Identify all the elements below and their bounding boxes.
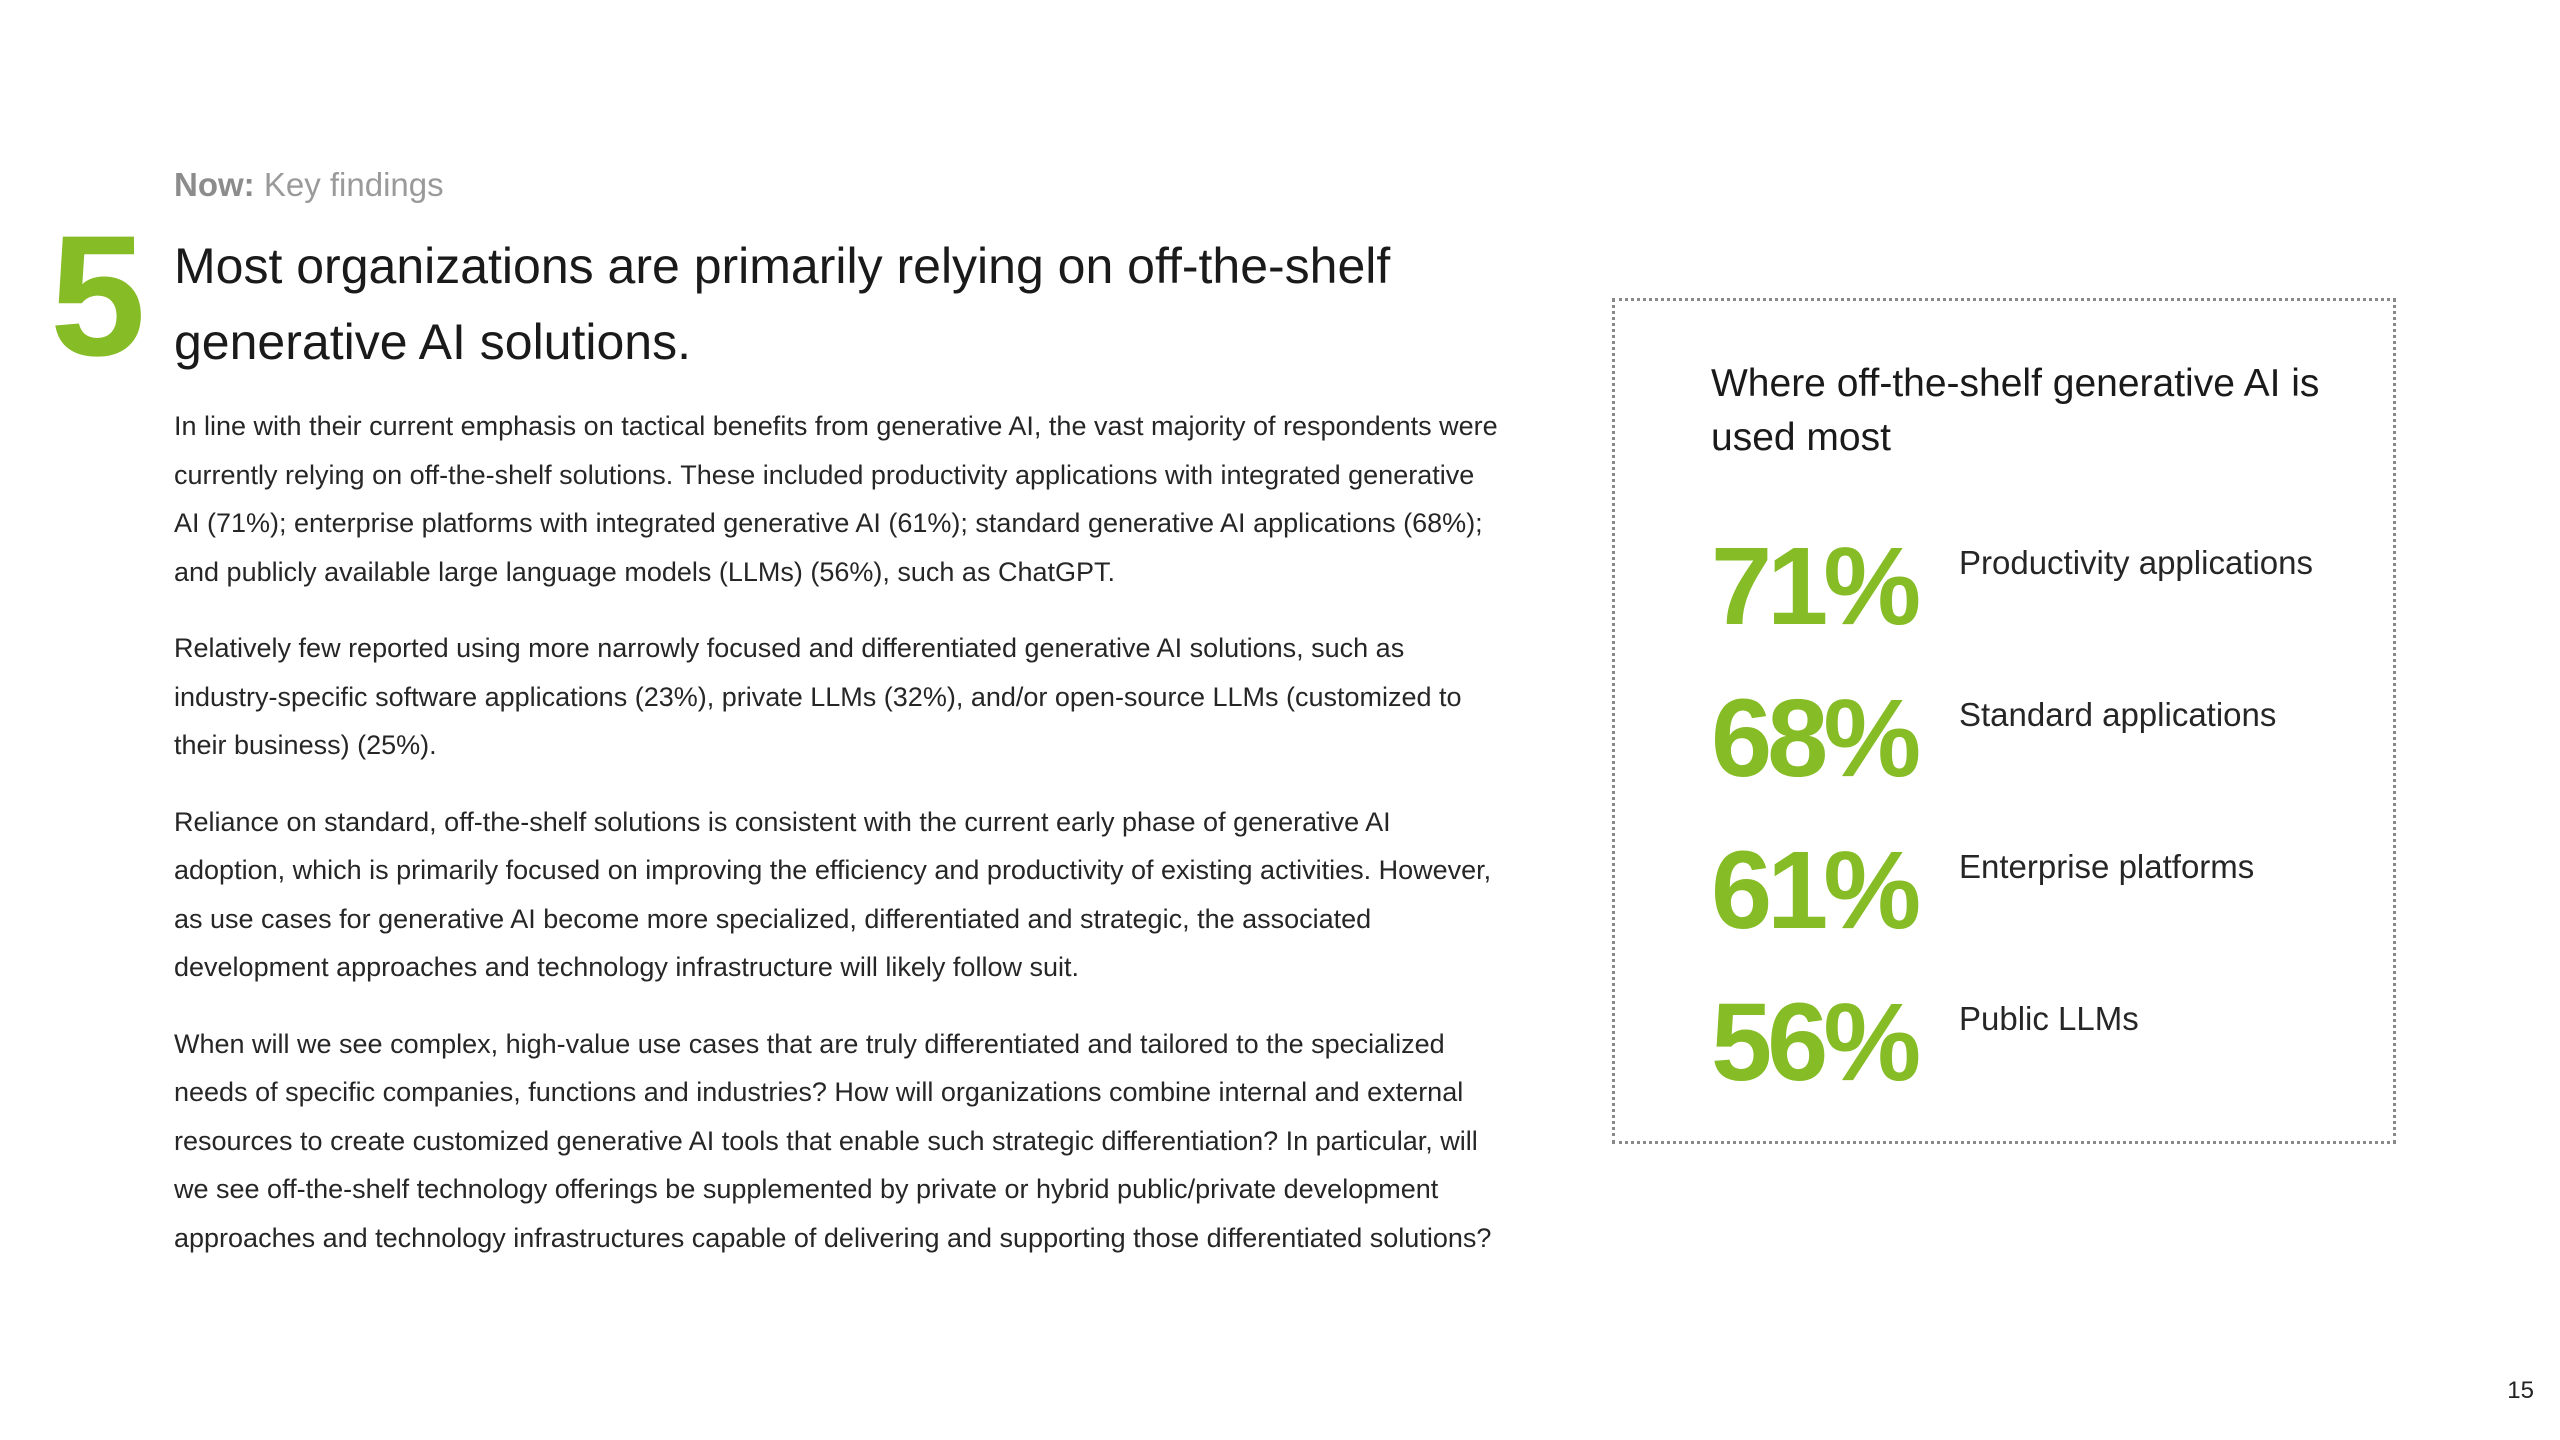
stat-value: 68%: [1711, 677, 1921, 800]
stat-label: Productivity applications: [1959, 544, 2314, 581]
stat-label: Enterprise platforms: [1959, 848, 2255, 885]
stat-standard: 68% Standard applications: [1711, 679, 2351, 799]
body-text: In line with their current emphasis on t…: [174, 402, 1504, 1290]
stat-value: 56%: [1711, 981, 1921, 1104]
section-eyebrow: Now: Key findings: [174, 166, 444, 204]
stats-callout-box: Where off-the-shelf generative AI is use…: [1612, 298, 2396, 1144]
stat-public-llms: 56% Public LLMs: [1711, 983, 2351, 1103]
eyebrow-label: Key findings: [263, 166, 444, 203]
body-paragraph: Reliance on standard, off-the-shelf solu…: [174, 806, 1492, 983]
stat-label: Standard applications: [1959, 696, 2277, 733]
stat-label: Public LLMs: [1959, 1000, 2139, 1037]
body-paragraph: Relatively few reported using more narro…: [174, 633, 1462, 760]
eyebrow-bold: Now:: [174, 166, 255, 203]
stat-value: 61%: [1711, 829, 1921, 952]
stat-productivity: 71% Productivity applications: [1711, 527, 2351, 647]
finding-number: 5: [50, 200, 146, 392]
page-number: 15: [2507, 1377, 2534, 1404]
body-paragraph: In line with their current emphasis on t…: [174, 411, 1498, 587]
body-paragraph: When will we see complex, high-value use…: [174, 1028, 1492, 1253]
callout-title: Where off-the-shelf generative AI is use…: [1711, 362, 2320, 459]
page-title: Most organizations are primarily relying…: [174, 238, 1391, 370]
stat-value: 71%: [1711, 525, 1921, 648]
stat-enterprise: 61% Enterprise platforms: [1711, 831, 2351, 951]
